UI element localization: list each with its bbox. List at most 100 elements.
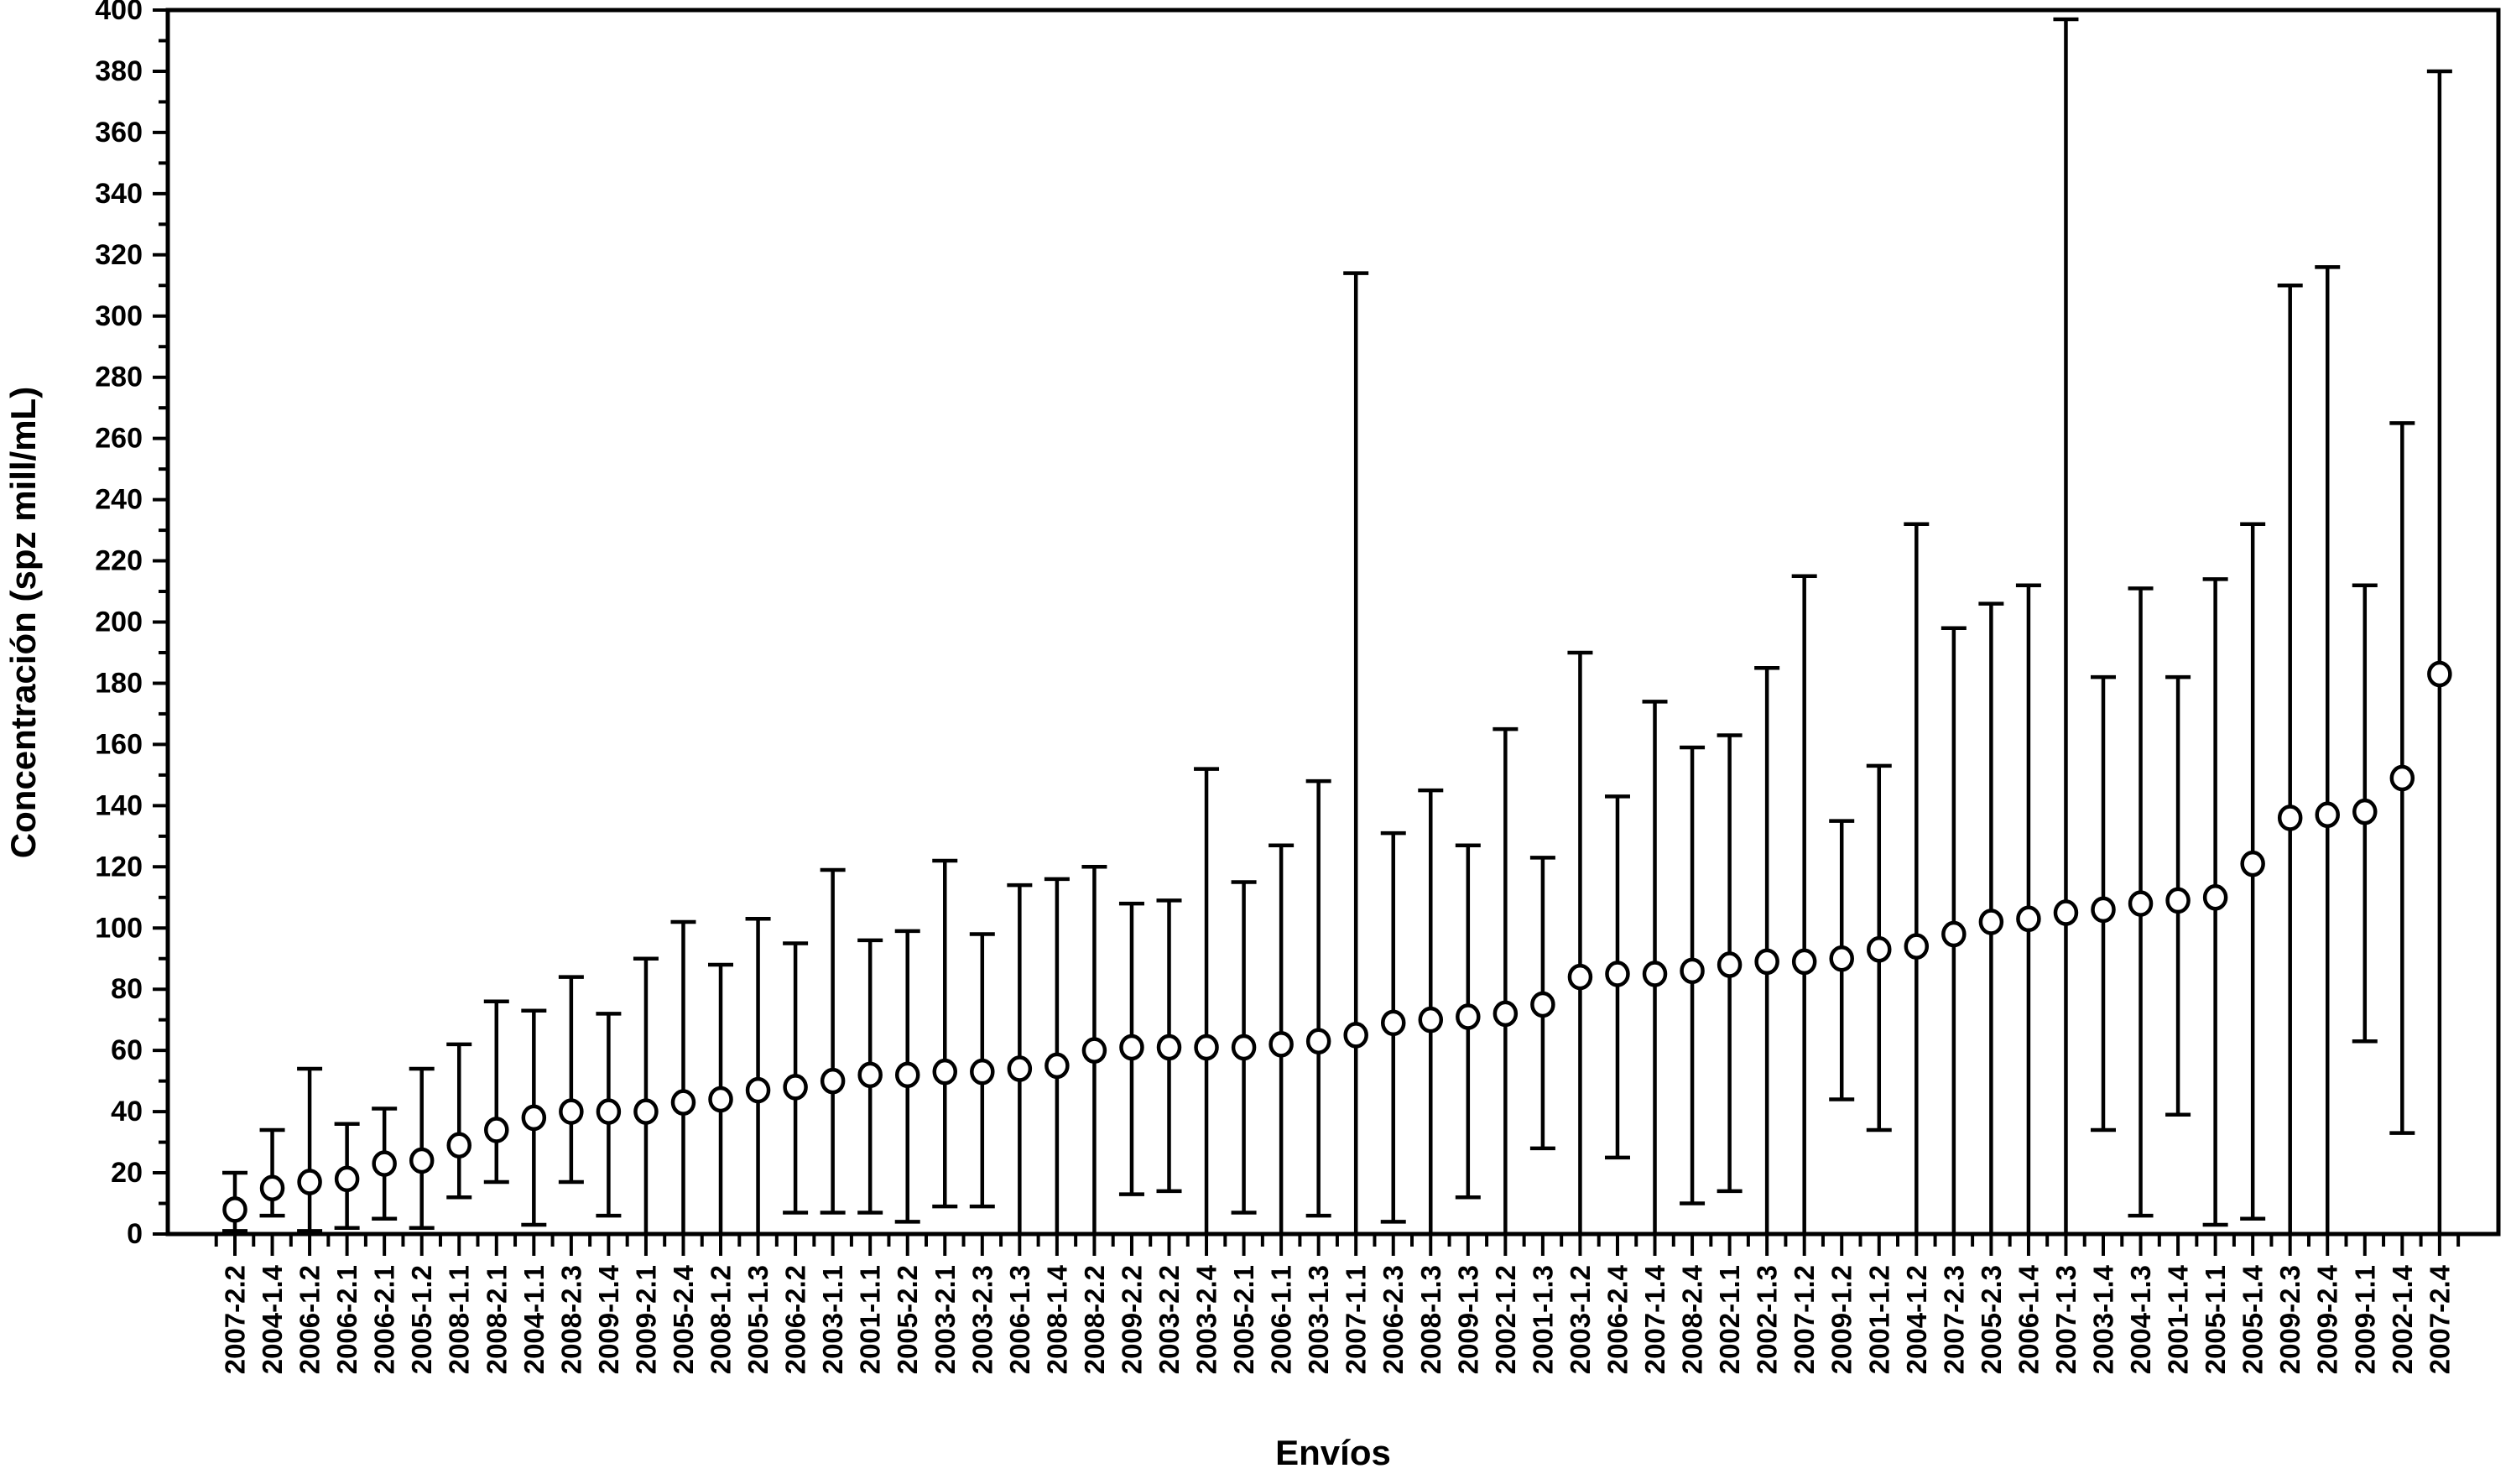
x-tick-label: 2005-2.3	[1976, 1265, 2007, 1374]
x-tick-label: 2007-1.4	[1639, 1264, 1670, 1374]
x-tick-label: 2005-1.1	[2200, 1265, 2231, 1374]
y-tick-label: 220	[95, 545, 143, 577]
data-point	[222, 1196, 247, 1223]
x-tick-label: 2001-1.1	[855, 1265, 886, 1374]
data-point	[1305, 1028, 1331, 1054]
x-tick-label: 2003-1.2	[1565, 1265, 1596, 1374]
x-tick-label: 2003-2.1	[930, 1265, 961, 1374]
data-point	[2128, 890, 2154, 917]
data-point	[559, 1098, 584, 1125]
x-tick-label: 2007-1.3	[2050, 1265, 2081, 1374]
x-tick-label: 2007-2.3	[1938, 1265, 1969, 1374]
x-tick-label: 2009-1.2	[1826, 1265, 1857, 1374]
x-tick-label: 2009-2.3	[2274, 1265, 2305, 1374]
x-tick-label: 2009-1.3	[1452, 1265, 1483, 1374]
data-point	[708, 1086, 733, 1113]
x-tick-label: 2003-2.3	[966, 1265, 998, 1374]
x-tick-label: 2006-2.2	[780, 1265, 811, 1374]
y-tick-label: 300	[95, 300, 143, 332]
y-tick-label: 380	[95, 55, 143, 87]
data-point	[1642, 961, 1668, 987]
data-point	[372, 1150, 397, 1177]
x-tick-label: 2009-2.1	[630, 1265, 661, 1374]
data-point	[596, 1098, 622, 1125]
y-tick-label: 60	[111, 1034, 143, 1066]
data-point	[2165, 887, 2191, 914]
x-tick-label: 2004-1.4	[257, 1264, 288, 1374]
x-tick-label: 2004-1.2	[1901, 1265, 1932, 1374]
y-tick-label: 140	[95, 789, 143, 821]
x-tick-label: 2008-1.4	[1041, 1264, 1072, 1374]
data-point	[1269, 1031, 1294, 1058]
y-tick-label: 0	[127, 1218, 143, 1250]
y-tick-label: 160	[95, 728, 143, 760]
data-point	[446, 1132, 471, 1159]
x-tick-label: 2007-1.2	[1789, 1265, 1820, 1374]
x-tick-label: 2002-1.2	[1490, 1265, 1521, 1374]
y-tick-label: 280	[95, 362, 143, 393]
data-point	[857, 1061, 883, 1089]
x-tick-label: 2002-1.1	[1714, 1265, 1745, 1374]
y-tick-label: 100	[95, 912, 143, 944]
data-point	[1567, 963, 1593, 991]
data-point	[259, 1174, 285, 1202]
x-tick-label: 2001-1.3	[1527, 1265, 1558, 1374]
x-tick-label: 2008-1.1	[444, 1265, 475, 1374]
data-point	[820, 1067, 846, 1095]
data-point	[2202, 884, 2228, 911]
data-point	[1941, 920, 1967, 948]
x-tick-label: 2003-2.2	[1154, 1265, 1185, 1374]
y-tick-label: 40	[111, 1096, 143, 1127]
y-tick-label: 240	[95, 484, 143, 516]
x-tick-label: 2006-2.1	[369, 1265, 400, 1374]
x-tick-label: 2003-1.3	[1303, 1265, 1334, 1374]
data-point	[484, 1117, 509, 1143]
x-tick-label: 2009-1.1	[2349, 1265, 2380, 1374]
x-tick-label: 2006-2.1	[331, 1265, 362, 1374]
x-tick-label: 2004-1.3	[2125, 1265, 2156, 1374]
x-tick-label: 2003-1.4	[2088, 1264, 2119, 1374]
data-point	[1829, 945, 1854, 972]
data-point	[1904, 933, 1930, 960]
y-axis-title: Concentración (spz mill/mL)	[3, 387, 43, 858]
data-point	[1680, 957, 1705, 985]
x-tick-label: 2009-2.4	[2312, 1264, 2343, 1374]
x-tick-label: 2008-1.3	[1415, 1265, 1446, 1374]
y-tick-label: 400	[95, 0, 143, 26]
x-tick-label: 2009-1.4	[593, 1264, 624, 1374]
x-tick-label: 2005-2.1	[1228, 1265, 1259, 1374]
data-point	[1081, 1037, 1107, 1064]
x-tick-label: 2006-1.2	[294, 1265, 326, 1374]
data-point	[1119, 1034, 1144, 1061]
data-point	[2240, 850, 2265, 877]
data-point	[745, 1076, 771, 1104]
x-tick-label: 2003-1.1	[817, 1265, 848, 1374]
data-point	[1007, 1055, 1033, 1082]
x-tick-label: 2007-2.4	[2424, 1264, 2455, 1374]
data-point	[970, 1058, 995, 1086]
x-tick-label: 2006-1.1	[1266, 1265, 1297, 1374]
y-tick-label: 80	[111, 973, 143, 1005]
data-point	[297, 1169, 322, 1195]
plot-frame	[165, 8, 2501, 1237]
x-tick-label: 2007-1.1	[1341, 1265, 1372, 1374]
data-point	[334, 1165, 360, 1193]
x-tick-label: 2002-1.4	[2387, 1264, 2418, 1374]
x-tick-label: 2002-1.3	[1752, 1265, 1783, 1374]
x-tick-label: 2003-2.4	[1191, 1264, 1222, 1374]
data-point	[1456, 1003, 1481, 1030]
x-tick-label: 2007-2.2	[220, 1265, 251, 1374]
x-tick-label: 2004-1.1	[518, 1265, 550, 1374]
data-point	[932, 1058, 958, 1086]
x-tick-label: 2008-1.2	[706, 1265, 737, 1374]
y-tick-label: 360	[95, 117, 143, 148]
x-tick-label: 2005-2.2	[892, 1265, 923, 1374]
y-tick-label: 200	[95, 607, 143, 638]
data-point	[409, 1147, 435, 1174]
x-tick-label: 2009-2.2	[1116, 1265, 1147, 1374]
x-tick-label: 2008-2.2	[1079, 1265, 1110, 1374]
data-point	[1978, 909, 2004, 935]
x-axis-title: Envíos	[1275, 1433, 1391, 1472]
x-tick-label: 2006-1.4	[2013, 1264, 2044, 1374]
